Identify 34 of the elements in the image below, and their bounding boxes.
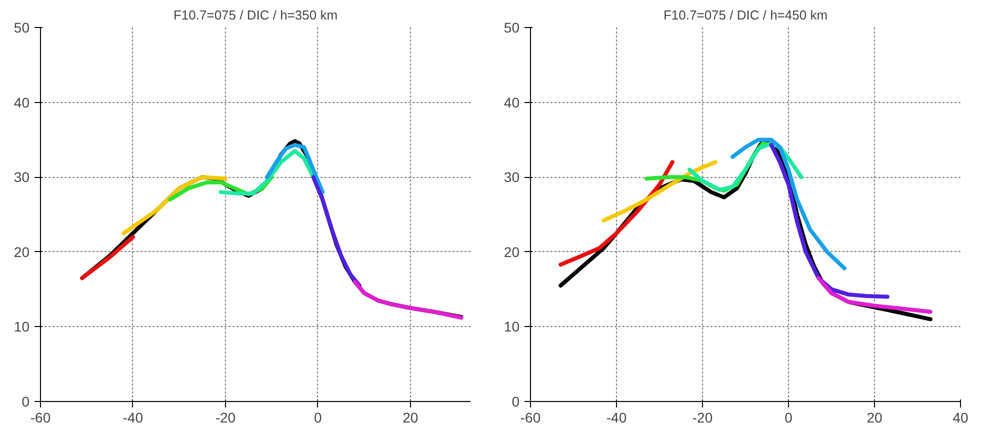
- y-tick-label: 40: [504, 94, 520, 110]
- y-tick-label: 30: [504, 169, 520, 186]
- y-tick-label: 30: [14, 169, 30, 186]
- line-series: [311, 175, 362, 288]
- line-series: [769, 142, 890, 299]
- y-tick-label: 40: [14, 94, 30, 110]
- y-tick-label: 10: [504, 318, 520, 335]
- x-tick-label: -20: [215, 410, 236, 426]
- x-tick-label: -60: [30, 410, 51, 426]
- x-tick-label: -40: [122, 410, 144, 426]
- line-series: [122, 175, 228, 236]
- line-series: [218, 148, 316, 196]
- y-tick-label: 0: [22, 394, 30, 410]
- x-tick-label: 20: [866, 410, 882, 426]
- x-tick-label: 40: [952, 410, 968, 426]
- chart-title: F10.7=075 / DIC / h=350 km: [173, 8, 338, 22]
- y-tick-label: 50: [14, 20, 30, 36]
- chart-title: F10.7=075 / DIC / h=450 km: [663, 8, 828, 22]
- y-tick-label: 50: [504, 20, 520, 36]
- y-tick-label: 20: [504, 244, 520, 260]
- y-tick-label: 0: [512, 394, 520, 410]
- y-tick-label: 20: [14, 244, 30, 260]
- y-tick-label: 10: [14, 318, 30, 335]
- x-tick-label: 0: [784, 410, 793, 426]
- x-tick-label: 20: [402, 410, 418, 426]
- x-tick-label: 0: [314, 410, 322, 426]
- line-series: [352, 280, 464, 320]
- line-series: [602, 160, 718, 222]
- line-series: [265, 142, 325, 194]
- line-series: [730, 138, 846, 270]
- x-tick-label: -60: [520, 410, 541, 426]
- x-tick-label: -40: [606, 410, 627, 426]
- x-tick-label: -20: [692, 410, 713, 426]
- line-series: [816, 276, 932, 314]
